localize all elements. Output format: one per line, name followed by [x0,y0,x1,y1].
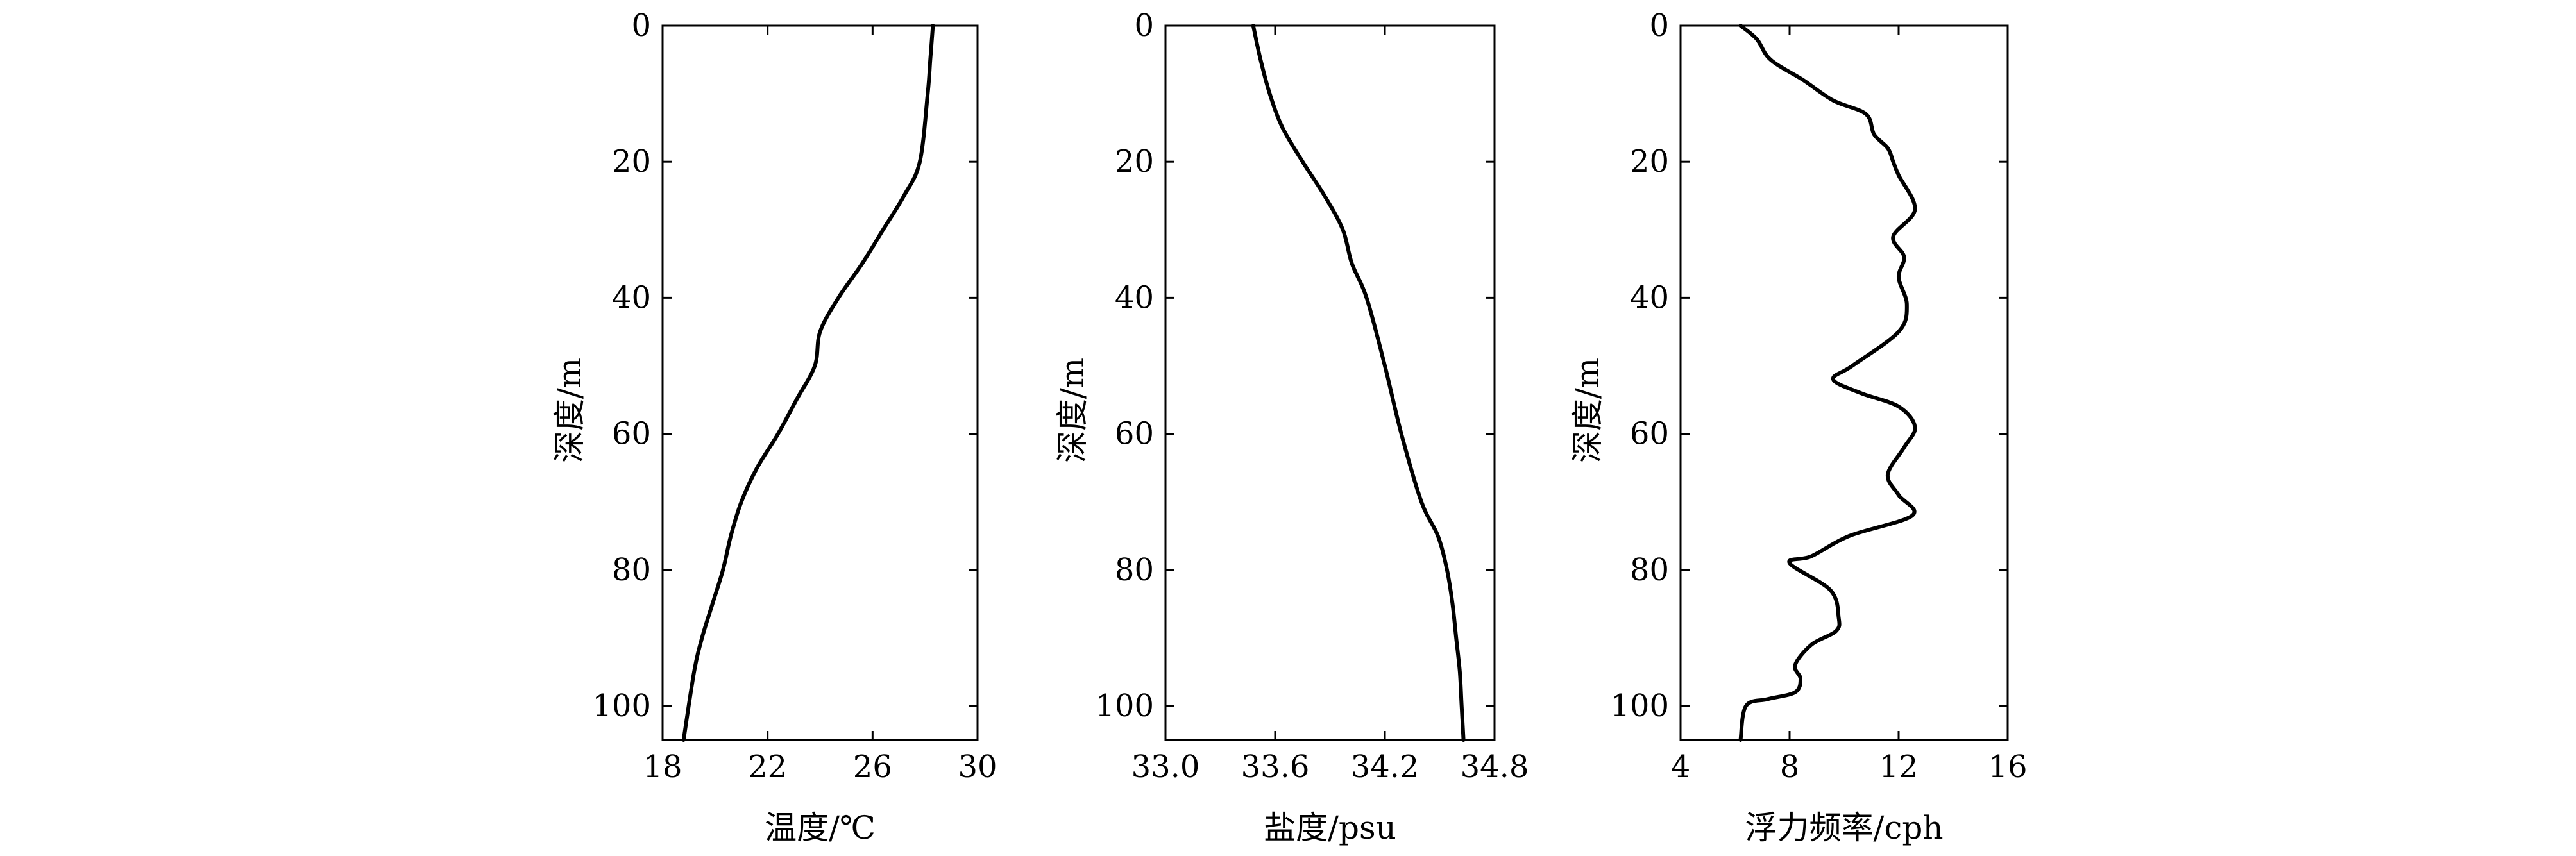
x-tick-label: 33.0 [1131,749,1200,785]
y-tick-label: 0 [1649,8,1669,44]
x-tick-label: 22 [748,749,787,785]
y-axis-label: 深度/m [1569,358,1606,463]
y-tick-label: 40 [1630,280,1669,315]
x-tick-label: 18 [643,749,682,785]
profile-line [681,24,935,742]
x-tick-label: 30 [958,749,997,785]
axes-frame [1164,24,1496,741]
y-axis-label: 深度/m [1054,358,1091,463]
y-tick-label: 40 [612,280,651,315]
y-tick-label: 100 [592,688,651,724]
y-tick-label: 20 [612,144,651,180]
x-axis-label: 浮力频率/cph [1745,809,1943,846]
y-tick-label: 20 [1115,144,1154,180]
y-tick-label: 60 [1630,416,1669,452]
axes-frame [661,24,979,741]
y-axis-label: 深度/m [551,358,588,463]
profile-line [1251,24,1466,742]
panel-salinity: 0 20 40 60 80 100 33.0 33.6 34.2 34.8 盐度/psu 深度/m [1054,8,1529,846]
y-tick-label: 100 [1095,688,1154,724]
x-tick-label: 12 [1879,749,1918,785]
x-tick-label: 8 [1780,749,1800,785]
y-tick-label: 60 [612,416,651,452]
x-tick-label: 34.8 [1461,749,1529,785]
y-tick-label: 80 [1115,552,1154,588]
panel-temperature: 0 20 40 60 80 100 18 22 26 30 温度/℃ 深度/m [551,8,997,846]
y-tick-label: 80 [612,552,651,588]
x-axis-label: 盐度/psu [1264,809,1396,846]
x-tick-label: 4 [1671,749,1691,785]
y-tick-label: 0 [631,8,651,44]
x-tick-label: 34.2 [1351,749,1419,785]
x-tick-label: 26 [853,749,892,785]
axes-frame [1679,24,2009,741]
y-tick-label: 20 [1630,144,1669,180]
y-tick-label: 40 [1115,280,1154,315]
y-tick-label: 80 [1630,552,1669,588]
x-tick-label: 33.6 [1241,749,1310,785]
y-tick-label: 60 [1115,416,1154,452]
y-tick-label: 100 [1610,688,1669,724]
profile-line [1738,24,1917,742]
y-tick-label: 0 [1134,8,1154,44]
x-tick-label: 16 [1988,749,2027,785]
x-axis-label: 温度/℃ [765,809,876,846]
